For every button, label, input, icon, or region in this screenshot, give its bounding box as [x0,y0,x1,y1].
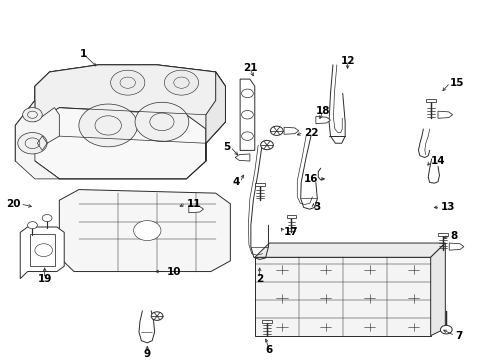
Polygon shape [438,233,448,236]
Text: 1: 1 [80,49,87,59]
Circle shape [27,222,37,229]
Polygon shape [316,117,331,123]
Text: 3: 3 [314,202,320,212]
Polygon shape [35,65,225,143]
Text: 2: 2 [256,274,263,284]
Text: 6: 6 [266,345,273,355]
Polygon shape [426,99,436,102]
Polygon shape [59,190,230,271]
Polygon shape [262,320,272,323]
Polygon shape [235,154,250,161]
Polygon shape [438,111,453,118]
Text: 15: 15 [450,78,465,88]
Polygon shape [15,65,225,179]
Text: 11: 11 [186,199,201,209]
Text: 7: 7 [455,331,463,341]
Circle shape [270,126,283,135]
Circle shape [23,108,42,122]
Polygon shape [255,183,265,186]
Text: 22: 22 [304,127,318,138]
Text: 4: 4 [233,177,240,188]
Polygon shape [284,127,299,134]
Circle shape [18,132,47,154]
Circle shape [242,132,253,140]
Circle shape [242,89,253,98]
Polygon shape [255,257,431,336]
Circle shape [79,104,138,147]
Text: 14: 14 [431,156,445,166]
Text: 16: 16 [304,174,318,184]
Text: 5: 5 [223,142,230,152]
Polygon shape [189,206,203,213]
Text: 19: 19 [37,274,52,284]
Polygon shape [206,72,225,161]
Circle shape [441,325,452,334]
Polygon shape [449,243,464,250]
Text: 20: 20 [6,199,20,209]
Circle shape [151,312,163,320]
Text: 10: 10 [167,266,181,276]
Circle shape [164,70,198,95]
Circle shape [242,111,253,119]
Circle shape [42,215,52,222]
Text: 8: 8 [450,231,458,241]
Polygon shape [255,243,445,257]
Text: 17: 17 [284,228,299,237]
Polygon shape [240,79,255,150]
Text: 18: 18 [316,106,330,116]
Polygon shape [15,100,59,179]
Circle shape [134,221,161,240]
Polygon shape [431,243,445,336]
Polygon shape [20,227,64,279]
Circle shape [261,140,273,150]
Text: 13: 13 [441,202,455,212]
Polygon shape [287,215,296,218]
Text: 12: 12 [341,56,355,66]
Circle shape [135,102,189,141]
Text: 9: 9 [144,348,151,359]
Text: 21: 21 [243,63,257,73]
Circle shape [111,70,145,95]
